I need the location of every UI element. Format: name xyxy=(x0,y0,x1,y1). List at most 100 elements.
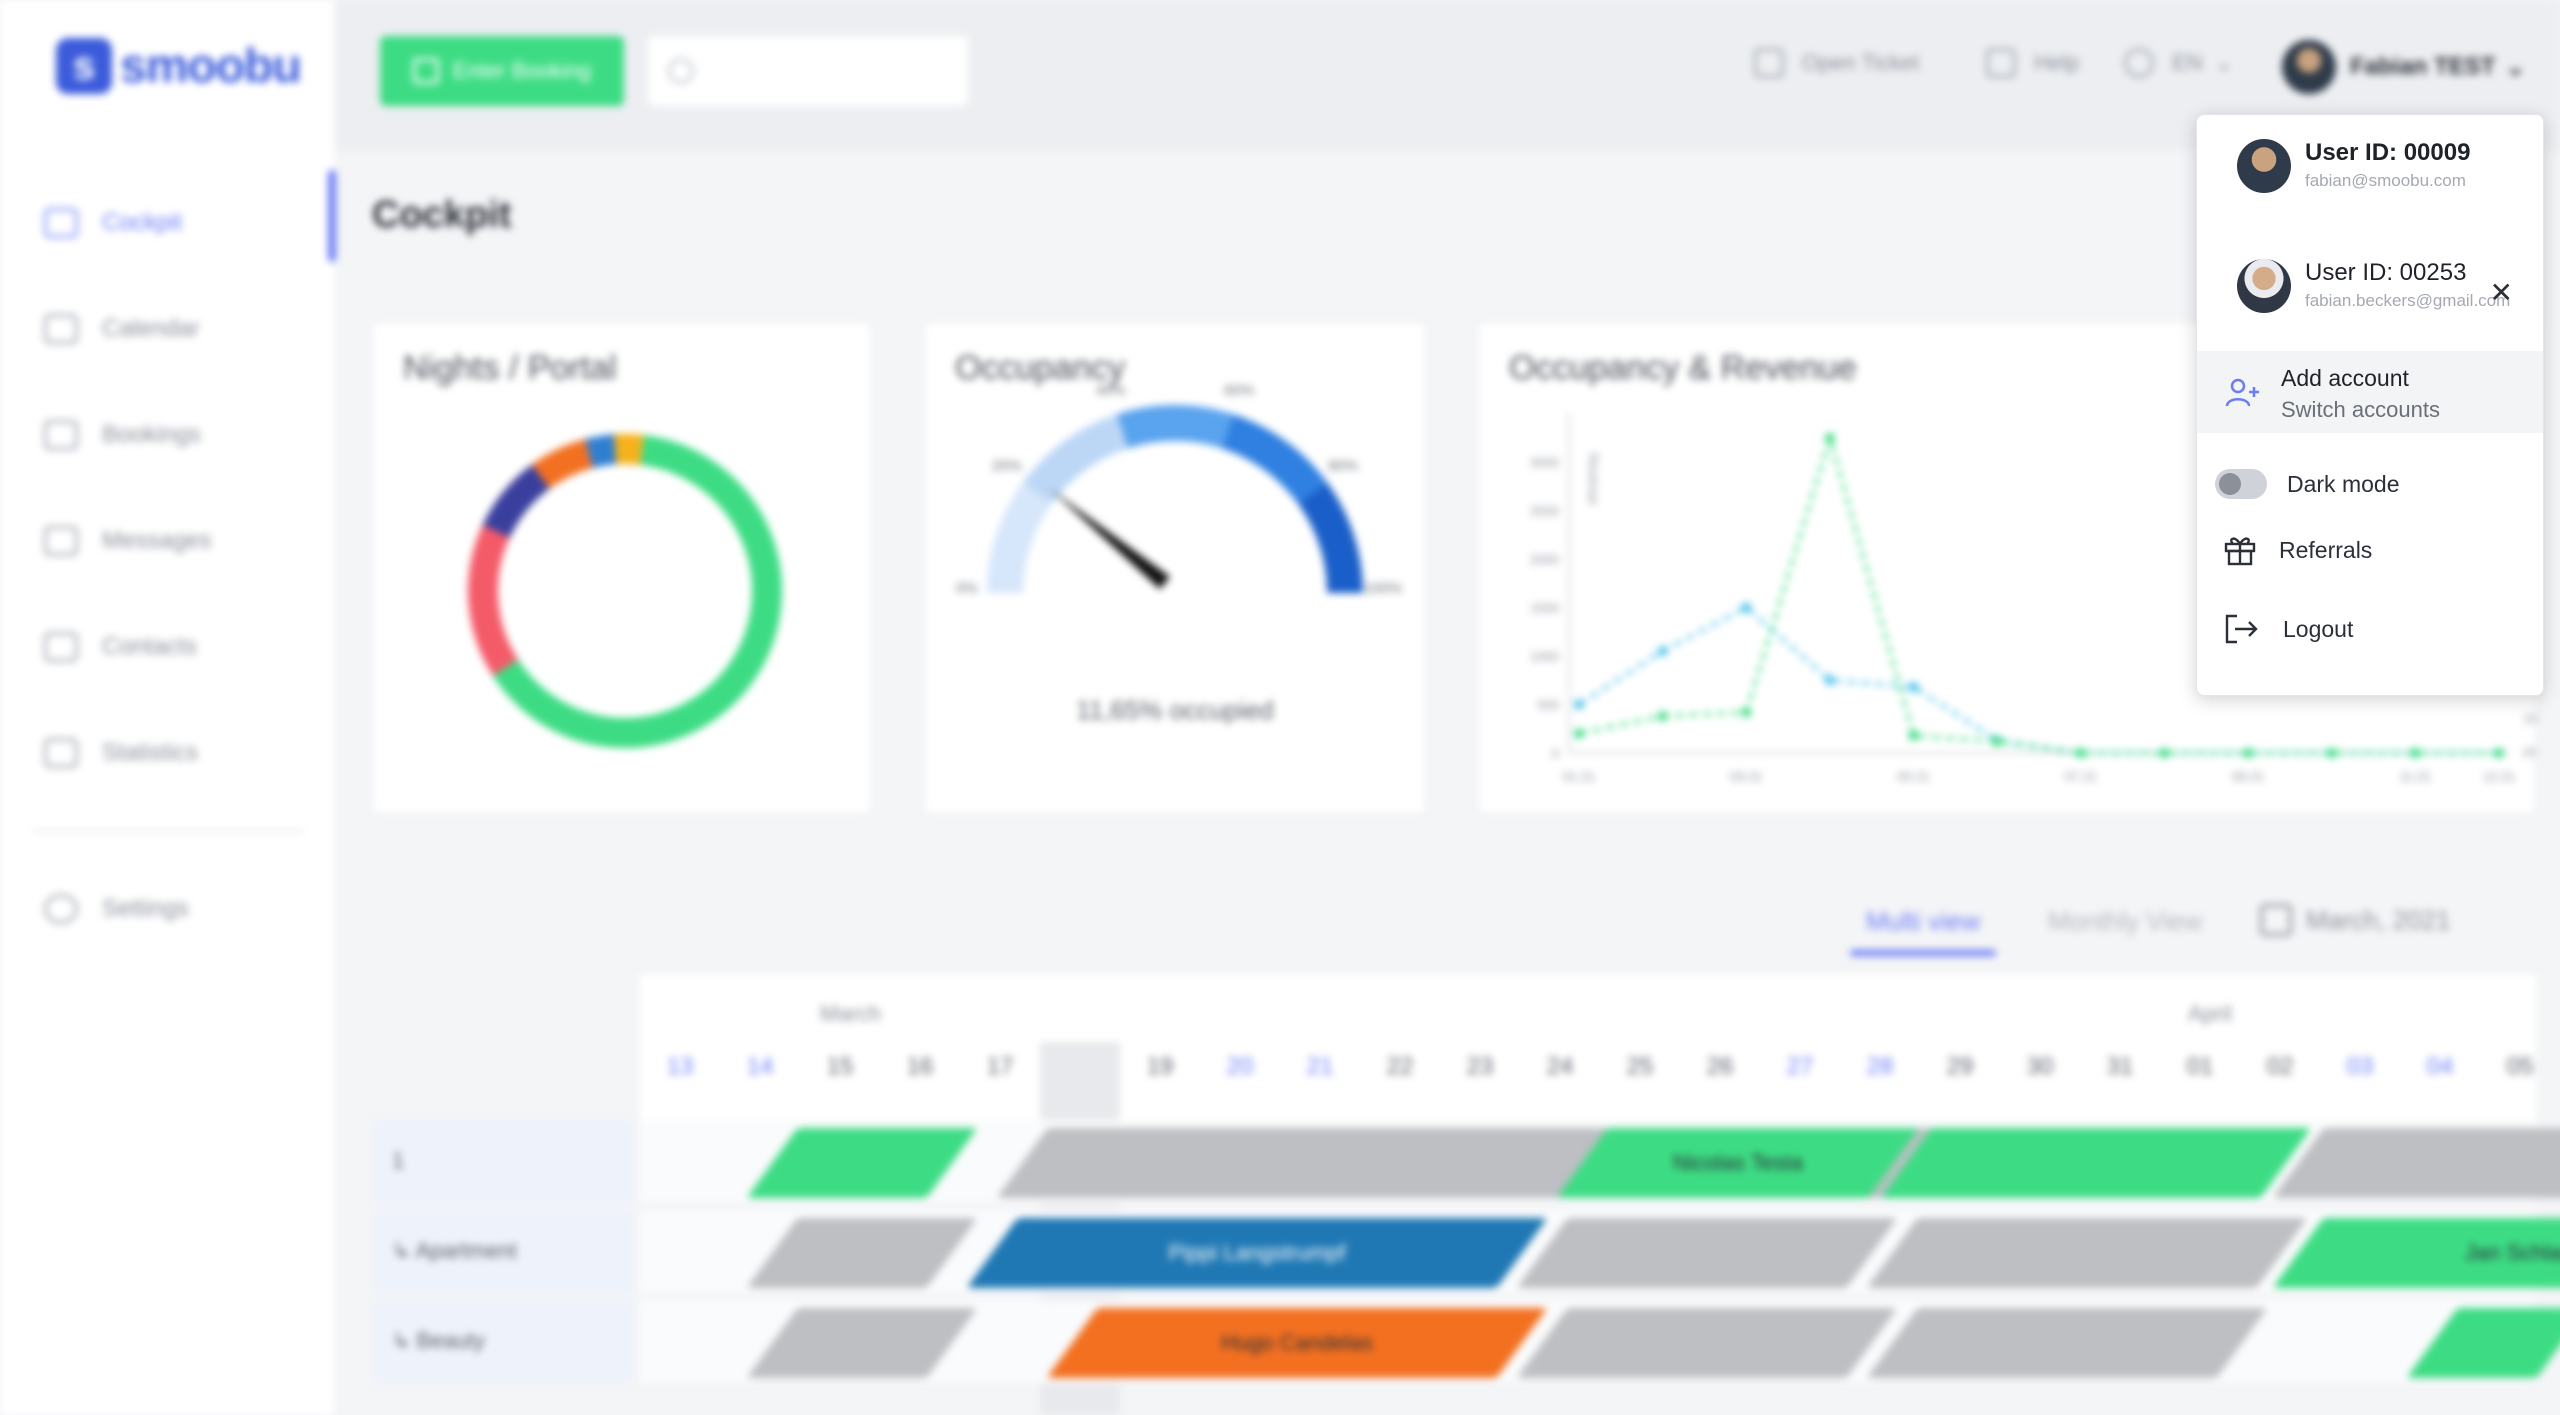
calendar-day: 21 xyxy=(1306,1053,1334,1080)
blocked-bar[interactable] xyxy=(2272,1128,2560,1198)
account-current[interactable]: User ID: 00009 fabian@smoobu.com xyxy=(2197,139,2543,193)
calendar-day: 15 xyxy=(826,1053,854,1080)
search-input[interactable] xyxy=(648,36,968,106)
unit-row-label[interactable]: 1 xyxy=(372,1120,634,1204)
unit-row-label[interactable]: ↳ Apartment xyxy=(372,1210,634,1294)
chevron-down-icon: ⌄ xyxy=(2505,53,2526,81)
data-point xyxy=(1741,707,1752,718)
topbar: Enter Booking Open Ticket Help EN ⌄ Fabia… xyxy=(336,0,2560,150)
calendar-day: 04 xyxy=(2426,1053,2454,1080)
gift-icon xyxy=(2224,537,2256,566)
month-label: April xyxy=(2188,1001,2233,1026)
gear-icon xyxy=(44,894,78,924)
sidebar-item-calendar[interactable]: Calendar xyxy=(0,276,336,382)
y-axis-label: Revenue xyxy=(1586,453,1601,505)
data-point xyxy=(1657,646,1668,657)
gauge-segment xyxy=(1022,414,1129,505)
y-tick-label: 1000 xyxy=(1530,649,1559,664)
calendar-day: 24 xyxy=(1546,1053,1574,1080)
occupancy-revenue-chart: 0 500 1000 1500 2000 2500 3000 Revenue 01.21 03.2… xyxy=(1530,413,2537,784)
month-picker[interactable]: March, 2021 xyxy=(2260,904,2451,936)
calendar-day: 30 xyxy=(2026,1053,2054,1080)
account-email: fabian.beckers@gmail.com xyxy=(2305,291,2511,310)
calendar-day: 02 xyxy=(2266,1053,2294,1080)
mail-icon xyxy=(44,526,78,556)
referrals-label: Referrals xyxy=(2279,536,2373,563)
sidebar-item-statistics[interactable]: Statistics xyxy=(0,700,336,806)
donut-slice xyxy=(492,435,782,748)
blocked-bar[interactable] xyxy=(1516,1218,1898,1288)
x-tick-label: 12.21 xyxy=(2483,769,2516,784)
data-point xyxy=(2494,748,2504,758)
ticket-icon xyxy=(1754,48,1784,78)
gauge-segment xyxy=(1116,405,1234,449)
sidebar-item-bookings[interactable]: Bookings xyxy=(0,382,336,488)
right-tick-label: 10% xyxy=(2523,711,2537,726)
calendar-day: 29 xyxy=(1946,1053,1974,1080)
nights-portal-card: Nights / Portal xyxy=(372,322,872,814)
gauge-segment xyxy=(987,482,1053,594)
sidebar-item-contacts[interactable]: Contacts xyxy=(0,594,336,700)
calendar-day: 20 xyxy=(1226,1053,1254,1080)
help-icon xyxy=(1986,48,2016,78)
help-link[interactable]: Help xyxy=(1986,48,2079,78)
logout-item[interactable]: Logout xyxy=(2197,613,2543,645)
data-point xyxy=(1657,711,1668,722)
data-point xyxy=(2075,748,2086,758)
data-point xyxy=(1992,736,2003,747)
brand-logo[interactable]: s smoobu xyxy=(56,38,302,94)
card-title: Occupancy & Revenue xyxy=(1509,349,1857,387)
donut-slice xyxy=(585,434,617,469)
sidebar-item-cockpit[interactable]: Cockpit xyxy=(0,170,336,276)
booking-guest-name: Jan Schlaudt xyxy=(2464,1240,2560,1265)
chart-icon xyxy=(44,738,78,768)
calendar-day: 22 xyxy=(1386,1053,1414,1080)
gauge-needle xyxy=(1048,487,1171,590)
calendar-icon xyxy=(2260,904,2292,936)
calendar-day: 01 xyxy=(2186,1053,2214,1080)
calendar-day: 19 xyxy=(1146,1053,1174,1080)
data-point xyxy=(1908,730,1919,741)
sidebar-item-settings[interactable]: Settings xyxy=(0,856,336,962)
open-ticket-link[interactable]: Open Ticket xyxy=(1754,48,1919,78)
avatar xyxy=(2282,40,2336,94)
tab-multi-view[interactable]: Multi view xyxy=(1849,906,1997,956)
x-tick-label: 07.21 xyxy=(2065,769,2098,784)
enter-booking-button[interactable]: Enter Booking xyxy=(380,36,624,106)
calendar-day: 05 xyxy=(2506,1053,2534,1080)
y-tick-label: 2000 xyxy=(1530,552,1559,567)
logo-icon: s xyxy=(56,38,112,94)
data-point xyxy=(2326,748,2337,758)
sidebar-item-messages[interactable]: Messages xyxy=(0,488,336,594)
sidebar-item-label: Contacts xyxy=(102,633,197,660)
data-point xyxy=(2410,748,2421,758)
occupancy-value-label: 11,65% occupied xyxy=(1076,695,1274,725)
dark-mode-item[interactable]: Dark mode xyxy=(2197,469,2543,499)
gauge-tick-label: 20% xyxy=(992,458,1022,475)
tab-monthly-view[interactable]: Monthly View xyxy=(2048,906,2203,936)
account-user-id: User ID: 00253 xyxy=(2305,259,2467,286)
booking-bar[interactable] xyxy=(1880,1128,2312,1198)
user-menu-trigger[interactable]: Fabian TEST ⌄ xyxy=(2282,40,2525,94)
blocked-bar[interactable] xyxy=(1866,1218,2308,1288)
avatar xyxy=(2237,259,2291,313)
blocked-bar[interactable] xyxy=(1866,1308,2268,1378)
x-tick-label: 03.21 xyxy=(1730,769,1763,784)
dark-mode-toggle[interactable] xyxy=(2215,469,2267,499)
logout-icon xyxy=(2225,614,2258,644)
language-select[interactable]: EN ⌄ xyxy=(2124,48,2233,78)
add-account-item[interactable]: Add account Switch accounts xyxy=(2197,351,2543,433)
data-point xyxy=(1908,682,1919,693)
bookings-icon xyxy=(44,420,78,450)
gauge-segment xyxy=(1221,414,1328,505)
account-secondary[interactable]: User ID: 00253 fabian.beckers@gmail.com … xyxy=(2197,259,2543,313)
unit-row-label[interactable]: ↳ Beauty xyxy=(372,1300,634,1384)
y-tick-label: 1500 xyxy=(1530,601,1559,616)
contacts-icon xyxy=(44,632,78,662)
referrals-item[interactable]: Referrals xyxy=(2197,533,2543,567)
blocked-bar[interactable] xyxy=(1516,1308,1898,1378)
occupancy-card: Occupancy 0% 20% 40% 60% 80% 100% 11,65% occu… xyxy=(924,322,1426,814)
close-icon[interactable]: ✕ xyxy=(2489,277,2513,308)
sidebar-item-label: Statistics xyxy=(102,739,199,766)
